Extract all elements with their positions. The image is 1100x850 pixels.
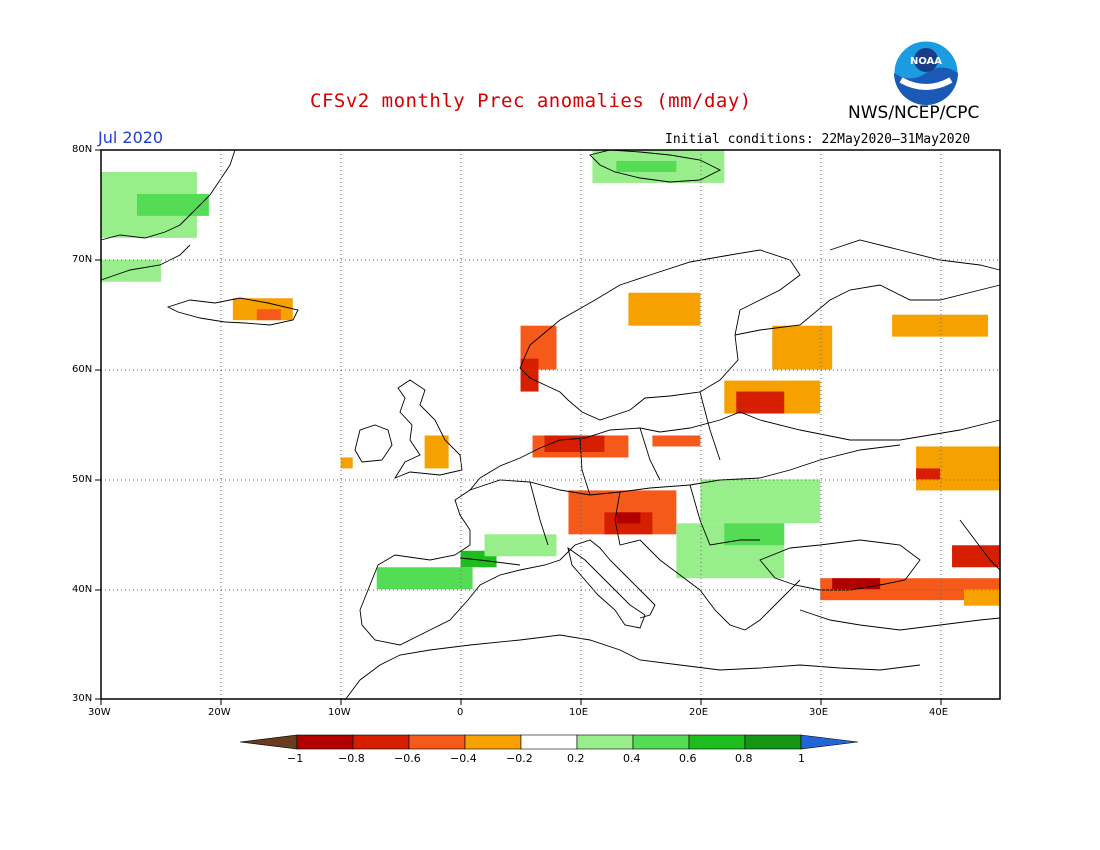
initial-conditions: Initial conditions: 22May2020–31May2020	[665, 132, 971, 147]
colorbar-label: −0.4	[450, 752, 477, 765]
colorbar-label: −0.8	[338, 752, 365, 765]
lon-label-30e: 30E	[809, 707, 829, 718]
anomaly-region-caucasus	[964, 589, 1000, 606]
colorbar-label: −0.6	[394, 752, 421, 765]
colorbar-label: 0.6	[679, 752, 697, 765]
colorbar-label: −0.2	[506, 752, 533, 765]
organization-label: NWS/NCEP/CPC	[848, 103, 980, 123]
colorbar-label: 0.8	[735, 752, 753, 765]
anomaly-region-ukraine-east	[916, 446, 1000, 491]
colorbar-label: 1	[798, 752, 805, 765]
colorbar-min-arrow	[239, 734, 298, 750]
anomaly-region-spain	[376, 567, 473, 590]
anomaly-region-alps-core	[616, 512, 641, 524]
lat-label-70: 70N	[72, 254, 93, 265]
noaa-logo: NOAA	[893, 40, 959, 106]
lon-label-20w: 20W	[208, 707, 231, 718]
anomaly-region-france-south	[484, 534, 557, 557]
anomaly-region-russia-north	[892, 314, 989, 337]
anomaly-region-norway-coast	[520, 358, 539, 392]
map-background	[101, 150, 1000, 699]
anomaly-region-iceland-dry	[256, 309, 281, 321]
lon-label-40e: 40E	[929, 707, 949, 718]
lat-label-60: 60N	[72, 364, 93, 375]
anomaly-region-baltic-dry	[736, 391, 785, 414]
anomaly-region-ukraine-dry	[916, 468, 941, 480]
coastlines	[100, 149, 1001, 701]
map-frame	[100, 149, 1001, 700]
colorbar-max-arrow	[800, 734, 859, 750]
anomaly-region-ireland	[340, 457, 353, 469]
anomaly-region-romania	[700, 479, 821, 524]
anomaly-region-sweden-north	[628, 292, 701, 326]
lat-label-30: 30N	[72, 693, 93, 704]
anomaly-region-poland	[652, 435, 701, 447]
anomaly-region-turkey-east	[952, 545, 1000, 568]
anomaly-region-turkey-dry	[832, 578, 881, 590]
anomaly-region-romania-wet	[724, 523, 785, 546]
anomaly-region-greenland-wet	[136, 193, 209, 216]
tick-marks	[95, 149, 942, 705]
chart-title: CFSv2 monthly Prec anomalies (mm/day)	[310, 90, 752, 112]
lat-label-50: 50N	[72, 474, 93, 485]
anomaly-region-britain	[424, 435, 449, 469]
colorbar-label: 0.2	[567, 752, 585, 765]
forecast-month: Jul 2020	[98, 128, 164, 147]
lon-label-30w: 30W	[88, 707, 111, 718]
anomaly-region-germany-dry	[544, 435, 605, 452]
colorbar	[239, 734, 859, 750]
anomaly-region-svalbard-wet	[616, 160, 677, 172]
logo-text: NOAA	[910, 56, 942, 67]
colorbar-label: 0.4	[623, 752, 641, 765]
lat-label-40: 40N	[72, 584, 93, 595]
lon-label-10w: 10W	[328, 707, 351, 718]
anomaly-region-finland-east	[772, 325, 833, 370]
lon-label-0: 0	[457, 707, 464, 718]
anomaly-region-greenland-south	[101, 259, 161, 282]
lat-label-80: 80N	[72, 144, 93, 155]
lon-label-20e: 20E	[689, 707, 709, 718]
colorbar-label: −1	[287, 752, 304, 765]
lon-label-10e: 10E	[569, 707, 589, 718]
